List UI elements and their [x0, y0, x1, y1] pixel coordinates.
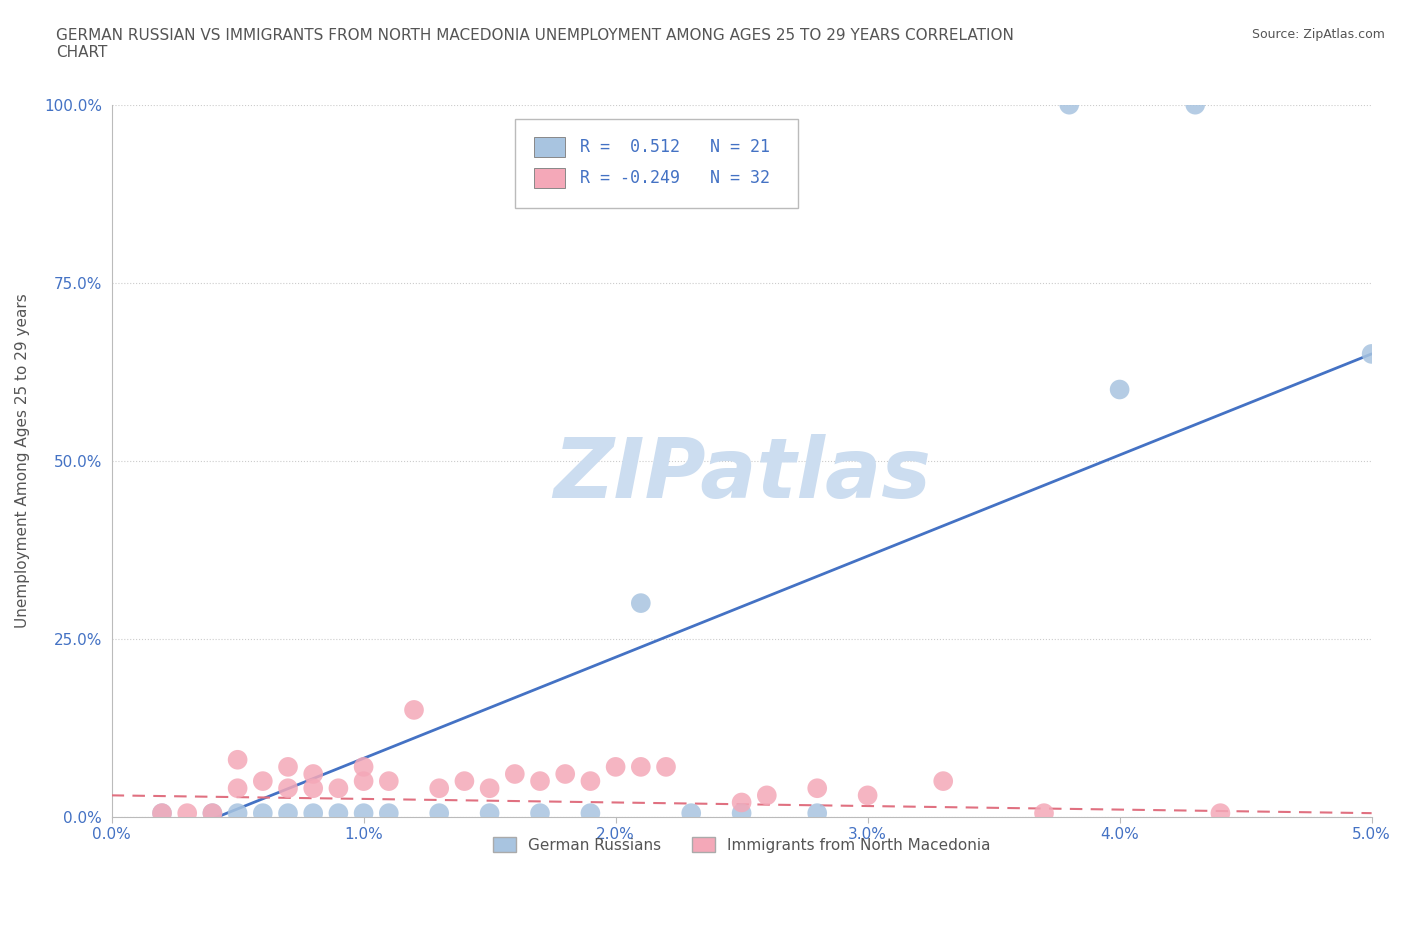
Point: [605, 760, 627, 775]
Point: [1184, 98, 1206, 113]
Point: [1033, 805, 1056, 820]
Point: [150, 805, 173, 820]
Point: [201, 805, 224, 820]
Point: [630, 760, 652, 775]
Text: ZIPatlas: ZIPatlas: [553, 434, 931, 515]
Point: [302, 805, 325, 820]
Point: [806, 805, 828, 820]
Point: [302, 766, 325, 781]
Point: [378, 805, 401, 820]
Point: [252, 774, 274, 789]
Point: [226, 805, 249, 820]
Point: [478, 781, 501, 796]
Point: [1209, 805, 1232, 820]
Point: [856, 788, 879, 803]
Text: R = -0.249   N = 32: R = -0.249 N = 32: [581, 169, 770, 187]
Point: [681, 805, 703, 820]
Point: [277, 781, 299, 796]
Point: [453, 774, 475, 789]
FancyBboxPatch shape: [534, 138, 565, 157]
Point: [402, 702, 425, 717]
Point: [378, 774, 401, 789]
Point: [226, 781, 249, 796]
Y-axis label: Unemployment Among Ages 25 to 29 years: Unemployment Among Ages 25 to 29 years: [15, 293, 30, 628]
FancyBboxPatch shape: [534, 168, 565, 188]
Point: [554, 766, 576, 781]
Point: [353, 774, 375, 789]
Point: [579, 805, 602, 820]
Point: [353, 760, 375, 775]
Point: [932, 774, 955, 789]
Point: [630, 596, 652, 611]
Point: [503, 766, 526, 781]
Point: [1108, 382, 1130, 397]
Point: [328, 781, 350, 796]
FancyBboxPatch shape: [515, 119, 799, 208]
Point: [1361, 347, 1384, 362]
Point: [730, 805, 752, 820]
Text: GERMAN RUSSIAN VS IMMIGRANTS FROM NORTH MACEDONIA UNEMPLOYMENT AMONG AGES 25 TO : GERMAN RUSSIAN VS IMMIGRANTS FROM NORTH …: [56, 28, 1014, 60]
Point: [427, 805, 450, 820]
Point: [730, 795, 752, 810]
Point: [176, 805, 198, 820]
Point: [478, 805, 501, 820]
Point: [226, 752, 249, 767]
Point: [201, 805, 224, 820]
Point: [655, 760, 678, 775]
Point: [579, 774, 602, 789]
Point: [252, 805, 274, 820]
Point: [529, 805, 551, 820]
Point: [150, 805, 173, 820]
Legend: German Russians, Immigrants from North Macedonia: German Russians, Immigrants from North M…: [486, 830, 997, 859]
Point: [328, 805, 350, 820]
Point: [277, 805, 299, 820]
Text: R =  0.512   N = 21: R = 0.512 N = 21: [581, 139, 770, 156]
Point: [755, 788, 778, 803]
Point: [427, 781, 450, 796]
Point: [529, 774, 551, 789]
Point: [806, 781, 828, 796]
Point: [277, 760, 299, 775]
Point: [353, 805, 375, 820]
Point: [302, 781, 325, 796]
Point: [1057, 98, 1080, 113]
Text: Source: ZipAtlas.com: Source: ZipAtlas.com: [1251, 28, 1385, 41]
